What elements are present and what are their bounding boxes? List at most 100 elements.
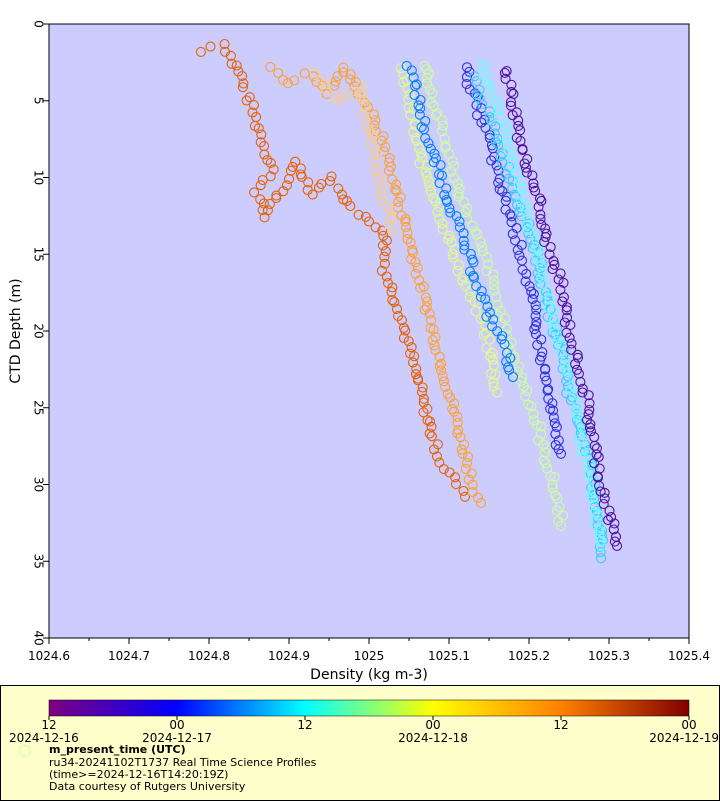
- data-point: [520, 162, 531, 173]
- data-point: [531, 316, 542, 328]
- data-point: [402, 83, 413, 94]
- data-point: [320, 78, 331, 89]
- x-tick-label: 1024.8: [188, 649, 230, 663]
- data-point: [521, 206, 532, 217]
- data-point: [437, 371, 448, 382]
- data-point: [268, 164, 279, 175]
- data-point: [466, 468, 477, 479]
- data-point: [608, 524, 619, 535]
- data-point: [405, 237, 416, 248]
- data-point: [358, 94, 369, 106]
- data-point: [443, 233, 454, 244]
- data-point: [507, 149, 518, 160]
- data-point: [257, 175, 268, 186]
- legend-time-constraint: (time>=2024-12-16T14:20:19Z): [49, 768, 229, 781]
- data-point: [535, 209, 546, 220]
- legend-marker-icon: [19, 745, 31, 757]
- y-tick-label: 35: [32, 554, 46, 569]
- data-point: [422, 72, 433, 84]
- data-point: [414, 109, 425, 120]
- data-point: [420, 292, 431, 303]
- data-point: [575, 416, 586, 427]
- data-point: [528, 288, 539, 300]
- colorbar-ticks: 12 00 12 00 12 00 2024-12-16 2024-12-17 2024-12-…: [9, 716, 719, 745]
- data-point: [225, 50, 236, 61]
- data-point: [521, 167, 532, 178]
- data-point: [259, 141, 270, 152]
- data-point: [549, 325, 560, 336]
- data-point: [413, 142, 425, 154]
- data-point: [430, 110, 442, 121]
- data-point: [536, 195, 547, 206]
- data-point: [555, 347, 566, 358]
- data-point: [490, 137, 501, 148]
- data-point: [528, 415, 539, 426]
- data-point: [500, 73, 511, 84]
- data-point: [393, 196, 404, 207]
- data-point: [499, 67, 510, 78]
- x-tick-label: 1025.1: [428, 649, 470, 663]
- data-point: [535, 278, 546, 289]
- data-point: [273, 67, 284, 79]
- data-point: [566, 338, 577, 349]
- data-point: [434, 201, 445, 212]
- data-point: [386, 286, 397, 298]
- data-point: [368, 155, 379, 166]
- data-point: [412, 262, 423, 273]
- data-point: [566, 344, 577, 355]
- data-point: [479, 114, 490, 125]
- data-point: [604, 505, 615, 516]
- data-point: [403, 336, 414, 347]
- data-point: [238, 78, 249, 89]
- data-point: [547, 482, 558, 494]
- data-point: [452, 265, 463, 276]
- data-point: [299, 68, 310, 79]
- data-point: [485, 351, 496, 362]
- data-point: [449, 398, 460, 409]
- data-point: [598, 498, 609, 510]
- data-point: [281, 180, 292, 191]
- data-point: [471, 75, 482, 87]
- colorbar-hour-label: 00: [681, 718, 696, 732]
- axes: 1024.6 1024.7 1024.8 1024.9 1025 1025.1 1025.2…: [28, 20, 710, 663]
- data-point: [265, 157, 276, 168]
- data-point: [493, 112, 504, 123]
- data-point: [255, 180, 266, 191]
- data-point: [249, 187, 260, 198]
- data-point: [435, 365, 447, 376]
- data-point: [350, 77, 361, 88]
- data-point: [450, 472, 461, 483]
- data-point: [244, 92, 255, 103]
- data-point: [410, 119, 421, 131]
- data-point: [290, 156, 301, 167]
- data-point: [368, 109, 380, 120]
- data-point: [576, 436, 587, 447]
- data-point: [431, 451, 443, 462]
- data-point: [542, 385, 553, 396]
- data-point: [237, 82, 248, 93]
- data-point: [531, 420, 542, 431]
- x-tick-label: 1024.6: [28, 649, 70, 663]
- data-point: [576, 444, 587, 456]
- data-point: [420, 133, 431, 144]
- data-point: [418, 393, 429, 404]
- data-point: [594, 480, 605, 491]
- data-point: [465, 286, 476, 297]
- data-point: [574, 434, 585, 445]
- legend-dataset: ru34-20241102T1737 Real Time Science Pro…: [49, 756, 317, 769]
- data-point: [492, 300, 503, 311]
- data-point: [400, 325, 411, 336]
- x-tick-label: 1024.7: [108, 649, 150, 663]
- data-point: [411, 79, 422, 90]
- data-point: [558, 277, 569, 288]
- data-point: [461, 457, 473, 469]
- data-point: [384, 157, 395, 168]
- data-point: [595, 540, 607, 551]
- data-point: [533, 245, 544, 256]
- data-point: [516, 375, 527, 387]
- data-point: [599, 487, 610, 498]
- data-point: [597, 534, 609, 545]
- data-point: [377, 240, 388, 251]
- data-point: [548, 405, 559, 416]
- data-point: [257, 205, 268, 216]
